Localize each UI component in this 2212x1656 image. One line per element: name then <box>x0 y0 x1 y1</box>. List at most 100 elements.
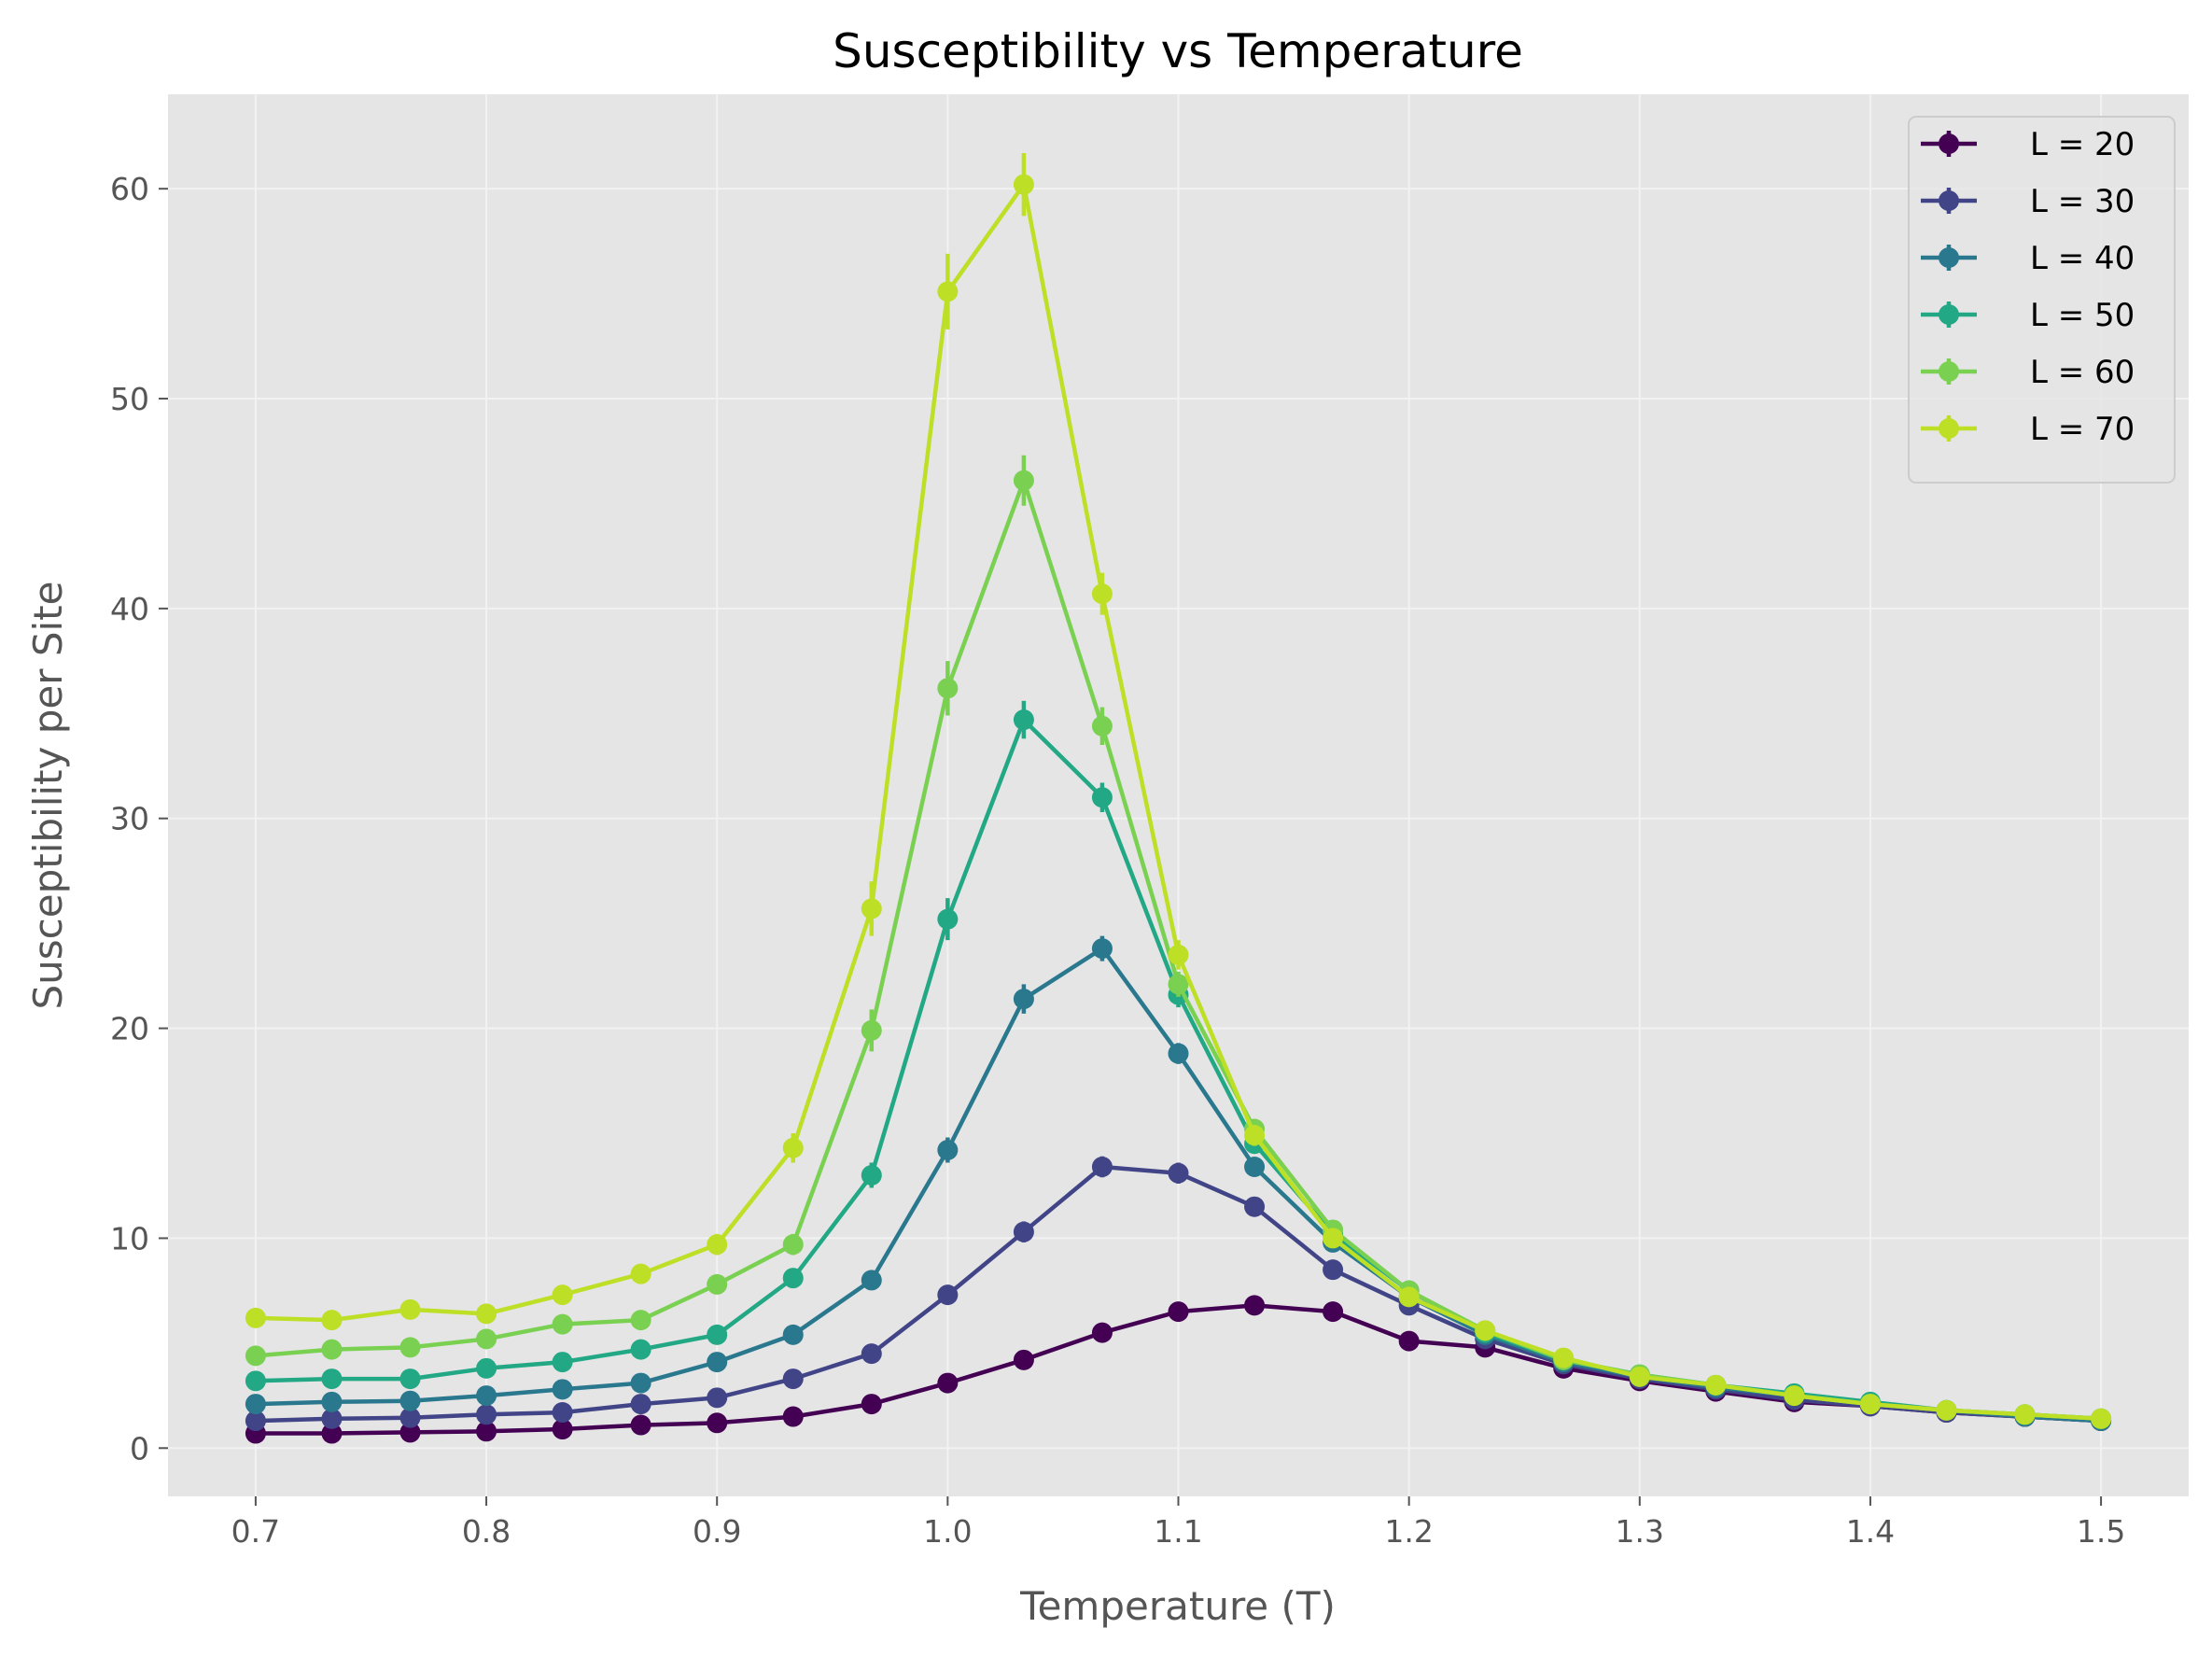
data-point <box>630 1372 651 1394</box>
legend-frame <box>1908 116 2176 484</box>
data-point <box>1323 1259 1344 1281</box>
data-point <box>707 1412 728 1434</box>
data-point <box>1705 1374 1727 1396</box>
series-6 <box>245 152 2112 1429</box>
data-point <box>321 1368 343 1390</box>
legend-marker <box>1939 247 1959 268</box>
data-point <box>321 1423 343 1444</box>
data-point <box>399 1368 421 1390</box>
data-point <box>1013 1221 1034 1242</box>
data-point <box>1784 1385 1805 1407</box>
data-point <box>1553 1347 1575 1368</box>
legend-item: L = 30 <box>1921 183 2135 220</box>
data-point <box>1091 583 1113 605</box>
data-point <box>399 1337 421 1358</box>
data-point <box>552 1284 573 1306</box>
data-point <box>2014 1404 2036 1425</box>
legend-label: L = 60 <box>2030 354 2135 391</box>
legend-item: L = 50 <box>1921 297 2135 334</box>
x-tick-label: 0.7 <box>231 1513 280 1550</box>
y-tick-label: 0 <box>130 1430 149 1467</box>
data-point <box>707 1387 728 1409</box>
legend-label: L = 20 <box>2030 126 2135 163</box>
data-point <box>782 1268 804 1289</box>
data-point <box>1168 974 1189 995</box>
x-tick-label: 0.8 <box>462 1513 511 1550</box>
y-tick-label: 30 <box>110 801 149 837</box>
x-tick-label: 1.0 <box>923 1513 972 1550</box>
legend-item: L = 70 <box>1921 411 2135 448</box>
legend-marker <box>1939 304 1959 325</box>
x-tick-label: 1.5 <box>2077 1513 2125 1550</box>
y-tick-label: 20 <box>110 1011 149 1047</box>
data-point <box>476 1357 497 1379</box>
data-point <box>552 1313 573 1335</box>
y-axis-label: Susceptibility per Site <box>25 582 71 1010</box>
x-axis-label: Temperature (T) <box>1019 1583 1336 1629</box>
data-point <box>861 1270 882 1291</box>
data-point <box>782 1368 804 1390</box>
legend: L = 20 L = 30 L = 40 L = 50 L = 60 L = 70 <box>1908 116 2176 484</box>
data-point <box>861 1019 882 1041</box>
y-tick-label: 50 <box>110 381 149 417</box>
data-point <box>707 1234 728 1256</box>
legend-label: L = 40 <box>2030 240 2135 277</box>
series-layer <box>245 152 2112 1444</box>
x-tick-label: 1.3 <box>1616 1513 1664 1550</box>
data-point <box>630 1394 651 1415</box>
legend-label: L = 30 <box>2030 183 2135 220</box>
y-tick-label: 10 <box>110 1220 149 1256</box>
legend-marker <box>1939 190 1959 211</box>
legend-item: L = 40 <box>1921 240 2135 277</box>
data-point <box>630 1310 651 1331</box>
tick-layer: 0.7 0.8 0.9 1.0 1.1 1.2 1.3 1.4 1.5 0 10 20 30 40 50 60 <box>110 171 2125 1550</box>
data-point <box>245 1345 266 1367</box>
data-point <box>707 1352 728 1373</box>
data-point <box>861 1343 882 1365</box>
data-point <box>476 1303 497 1325</box>
data-point <box>245 1394 266 1415</box>
legend-marker <box>1939 418 1959 439</box>
x-tick-label: 0.9 <box>693 1513 741 1550</box>
data-point <box>245 1370 266 1392</box>
data-point <box>861 1394 882 1415</box>
data-point <box>707 1324 728 1345</box>
data-point <box>476 1328 497 1350</box>
data-point <box>630 1263 651 1284</box>
data-point <box>1936 1399 1957 1421</box>
data-point <box>321 1339 343 1360</box>
data-point <box>861 1164 882 1186</box>
data-point <box>1629 1366 1650 1387</box>
data-point <box>1091 787 1113 808</box>
data-point <box>399 1390 421 1411</box>
data-point <box>1013 989 1034 1010</box>
data-point <box>1323 1228 1344 1249</box>
data-point <box>937 678 959 699</box>
legend-item: L = 20 <box>1921 126 2135 163</box>
data-point <box>1091 938 1113 960</box>
data-point <box>476 1421 497 1442</box>
x-tick-label: 1.1 <box>1154 1513 1202 1550</box>
data-point <box>1475 1320 1496 1341</box>
legend-marker <box>1939 133 1959 154</box>
data-point <box>1168 1162 1189 1184</box>
data-point <box>937 1139 959 1160</box>
data-point <box>782 1406 804 1427</box>
data-point <box>1859 1394 1881 1415</box>
data-point <box>937 281 959 302</box>
data-point <box>1168 944 1189 965</box>
data-point <box>630 1414 651 1436</box>
data-point <box>245 1307 266 1328</box>
data-point <box>1398 1330 1420 1352</box>
data-point <box>552 1379 573 1400</box>
chart-title: Susceptibility vs Temperature <box>833 24 1523 78</box>
data-point <box>1013 1349 1034 1370</box>
data-point <box>399 1422 421 1443</box>
data-point <box>1323 1301 1344 1323</box>
data-point <box>630 1339 651 1360</box>
x-tick-label: 1.4 <box>1846 1513 1895 1550</box>
data-point <box>1244 1125 1266 1146</box>
y-tick-label: 60 <box>110 171 149 207</box>
